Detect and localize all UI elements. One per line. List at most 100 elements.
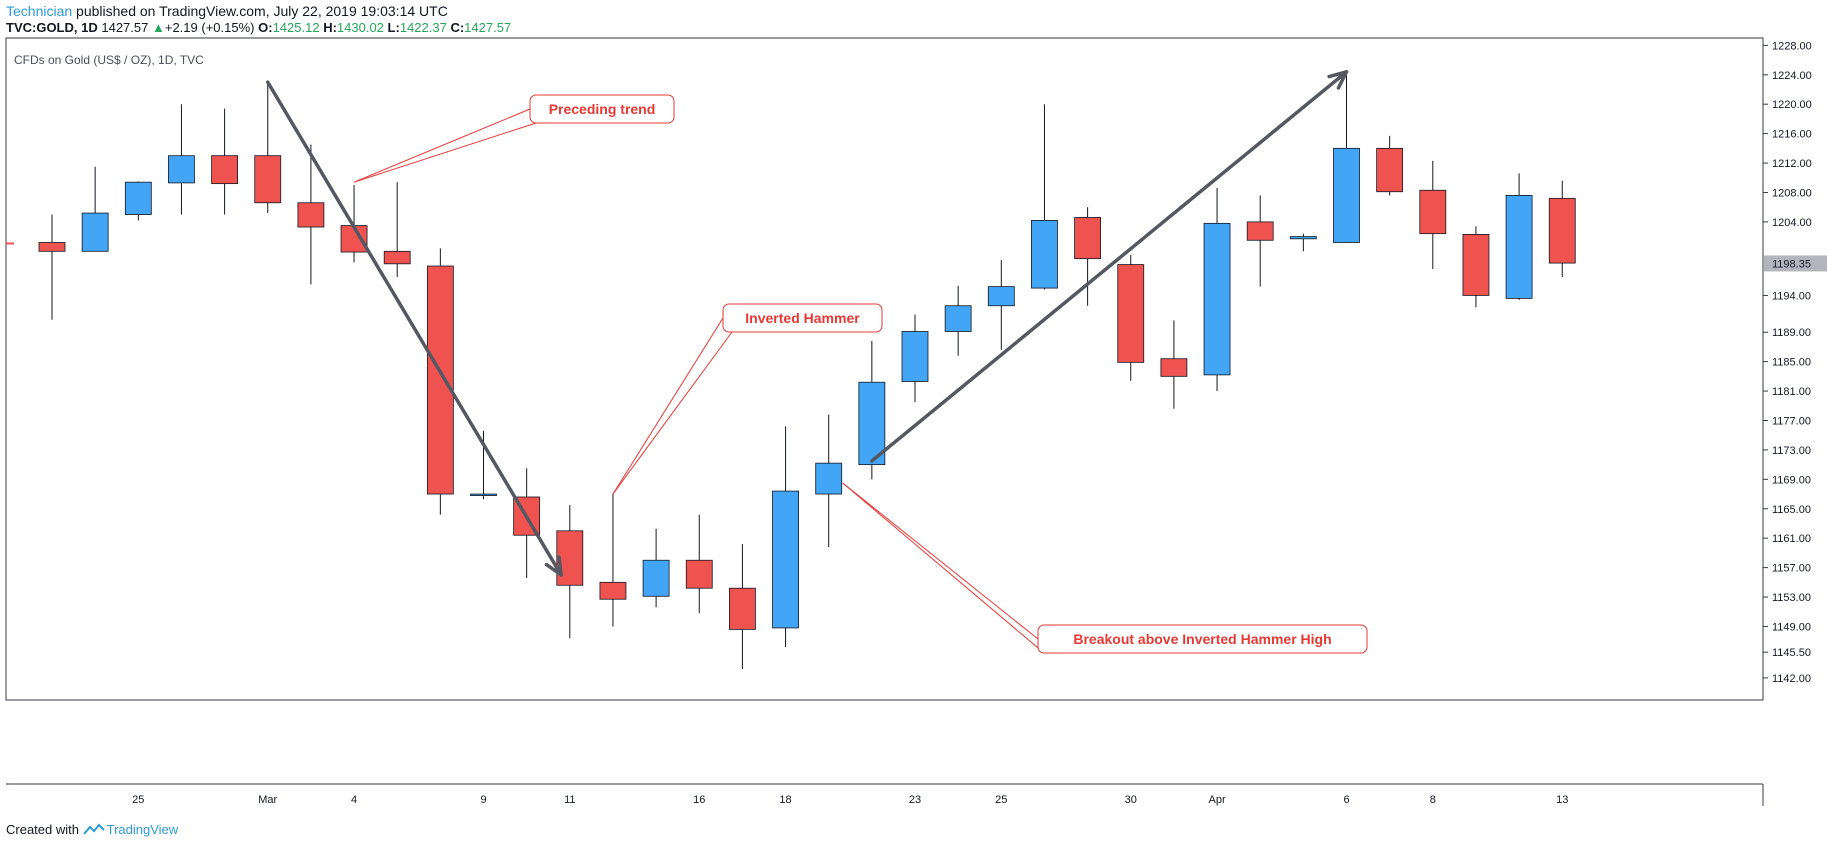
time-tick-label: 9 xyxy=(480,794,486,806)
price-tick-label: 1153.00 xyxy=(1772,592,1811,604)
candle-body[interactable] xyxy=(1031,220,1058,289)
candle-body[interactable] xyxy=(383,250,411,265)
candle-body[interactable] xyxy=(1548,197,1576,264)
candle-body[interactable] xyxy=(297,202,325,228)
candle-body[interactable] xyxy=(1505,195,1533,299)
candle-body[interactable] xyxy=(168,155,195,184)
price-tick-label: 1220.00 xyxy=(1772,99,1812,111)
candle-body[interactable] xyxy=(124,181,152,215)
callout-line xyxy=(353,122,537,183)
price-tick-label: 1169.00 xyxy=(1772,474,1811,486)
candle-body[interactable] xyxy=(1419,189,1447,235)
uptrend-arrow xyxy=(870,70,1349,463)
candle-body[interactable] xyxy=(254,155,282,204)
candle-body[interactable] xyxy=(901,331,929,382)
callout-box[interactable] xyxy=(529,94,675,124)
price-tick-label: 1165.00 xyxy=(1772,504,1811,516)
price-tick-label: 1161.00 xyxy=(1772,533,1811,545)
price-axis: 1228.00 1224.00 1220.00 1216.00 1212.00 1208.… xyxy=(1763,40,1827,685)
callout-text: Inverted Hammer xyxy=(745,310,860,326)
time-axis: 25 Mar 4 9 11 16 18 23 25 30 Apr 6 8 13 xyxy=(132,794,1568,806)
price-tick-label: 1149.00 xyxy=(1772,621,1811,633)
time-tick-label: Apr xyxy=(1208,794,1225,806)
time-tick-label: 16 xyxy=(693,794,705,806)
callout-box[interactable] xyxy=(1037,624,1368,654)
price-change: +2.19 (+0.15%) xyxy=(164,20,255,35)
callout-text: Preceding trend xyxy=(549,101,656,117)
candle-body[interactable] xyxy=(1376,147,1404,193)
time-tick-label: 11 xyxy=(564,794,575,806)
candle-body[interactable] xyxy=(772,490,799,629)
price-tick-label: 1216.00 xyxy=(1772,129,1812,141)
up-arrow-icon: ▲ xyxy=(151,20,165,35)
last-price-tag-label: 1198.35 xyxy=(1772,258,1811,270)
price-tick-label: 1228.00 xyxy=(1772,40,1812,52)
candle-body[interactable] xyxy=(1333,147,1360,243)
annotations-layer: Preceding trend Inverted Hammer Breakout a… xyxy=(353,94,1368,654)
callout-line xyxy=(842,482,1045,654)
price-tick-label: 1173.00 xyxy=(1772,445,1811,457)
candle-body[interactable] xyxy=(944,305,972,332)
time-tick-label: 8 xyxy=(1430,794,1436,806)
created-with-text: Created with xyxy=(6,822,79,837)
time-tick-label: 18 xyxy=(779,794,791,806)
time-tick-label: 25 xyxy=(995,794,1007,806)
price-tick-label: 1212.00 xyxy=(1772,158,1812,170)
tradingview-logo-icon xyxy=(82,823,105,835)
callout-box[interactable] xyxy=(722,303,883,333)
candle-body[interactable] xyxy=(556,530,584,586)
candle-body[interactable] xyxy=(685,559,713,589)
price-tick-label: 1185.00 xyxy=(1772,357,1811,369)
candle-body[interactable] xyxy=(1203,222,1231,376)
candle-body[interactable] xyxy=(987,286,1015,307)
open-value: 1425.12 xyxy=(272,20,320,35)
price-tick-label: 1181.00 xyxy=(1772,386,1811,398)
symbol-label: TVC:GOLD, 1D xyxy=(6,20,98,35)
open-label: O: xyxy=(258,20,273,35)
high-label: H: xyxy=(323,20,337,35)
price-tick-label: 1142.00 xyxy=(1772,673,1811,685)
high-value: 1430.02 xyxy=(336,20,384,35)
plot-frame xyxy=(5,37,1764,701)
price-tick-label: 1189.00 xyxy=(1772,327,1811,339)
candle-body[interactable] xyxy=(642,559,670,597)
price-tick-label: 1145.50 xyxy=(1772,647,1811,659)
candle-body[interactable] xyxy=(470,493,497,496)
candle-body[interactable] xyxy=(211,155,239,185)
candle-body[interactable] xyxy=(599,581,627,600)
author-link[interactable]: Technician xyxy=(6,3,73,19)
footer: Created with TradingView xyxy=(6,822,178,837)
callout-text: Breakout above Inverted Hammer High xyxy=(1073,631,1331,647)
time-tick-label: 25 xyxy=(132,794,144,806)
candle-body[interactable] xyxy=(426,265,454,495)
price-tick-label: 1224.00 xyxy=(1772,70,1812,82)
candle-body[interactable] xyxy=(815,462,843,495)
time-tick-label: 4 xyxy=(351,794,357,806)
tradingview-link[interactable]: TradingView xyxy=(106,822,179,837)
callout-line xyxy=(842,482,1039,640)
time-tick-label: 30 xyxy=(1125,794,1137,806)
candle-body[interactable] xyxy=(1074,217,1101,260)
candle-body[interactable] xyxy=(1160,358,1188,377)
time-tick-label: 6 xyxy=(1343,794,1349,806)
candle-body[interactable] xyxy=(38,242,66,252)
candles-layer xyxy=(6,71,1576,670)
low-label: L: xyxy=(387,20,400,35)
chart-title: CFDs on Gold (US$ / OZ), 1D, TVC xyxy=(14,53,204,67)
time-tick-label: 23 xyxy=(909,794,921,806)
candle-body[interactable] xyxy=(858,381,886,466)
candle-body[interactable] xyxy=(1246,221,1274,241)
candle-body[interactable] xyxy=(729,587,756,630)
price-tick-label: 1208.00 xyxy=(1772,187,1812,199)
candle-body[interactable] xyxy=(81,212,109,252)
candle-body[interactable] xyxy=(1117,264,1145,363)
ohlc-header: TVC:GOLD, 1D 1427.57 ▲+2.19 (+0.15%) O:1… xyxy=(6,20,511,35)
callout-line xyxy=(612,317,724,495)
candle-body[interactable] xyxy=(1462,233,1490,296)
uptrend-arrow-head xyxy=(1327,70,1349,90)
callout-line xyxy=(612,331,733,495)
close-label: C: xyxy=(450,20,465,35)
time-tick-label: Mar xyxy=(258,794,277,806)
candle-body[interactable] xyxy=(1289,236,1317,240)
